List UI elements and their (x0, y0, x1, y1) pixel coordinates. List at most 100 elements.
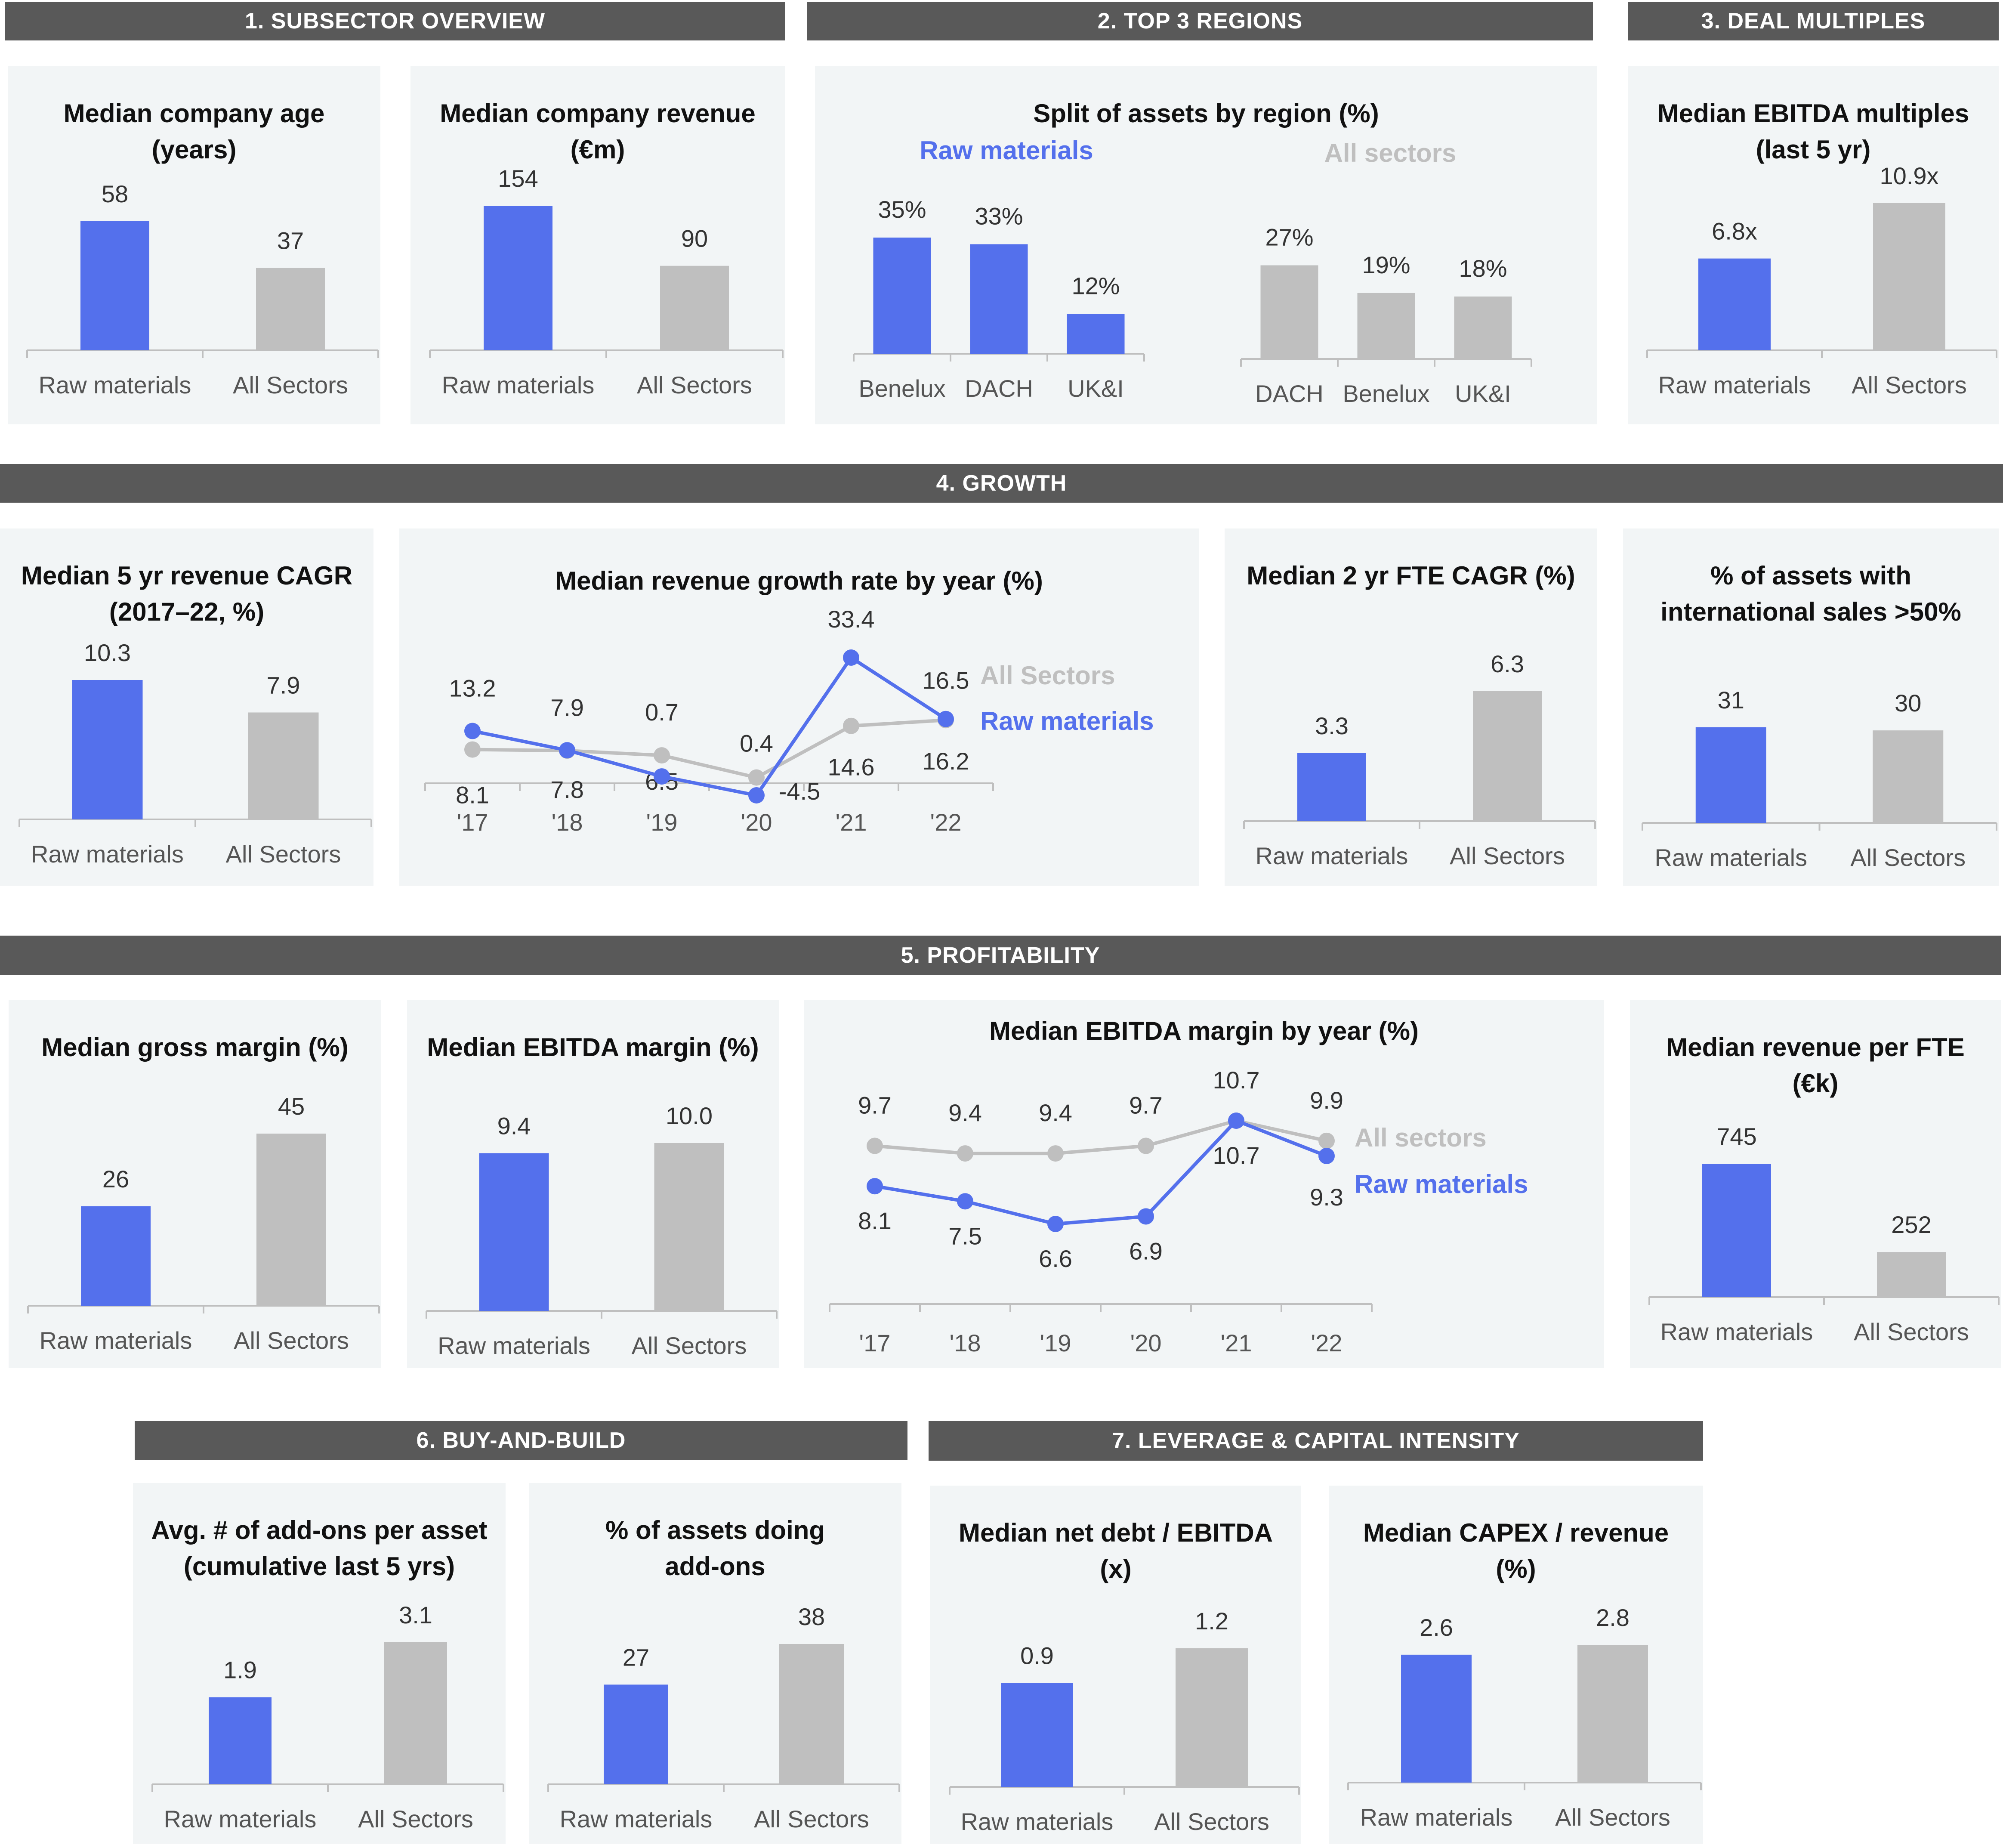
chart-title-line: Median gross margin (%) (41, 1033, 348, 1062)
chart-title-line: % of assets with (1710, 561, 1911, 590)
bar-value-label: 26 (102, 1165, 129, 1193)
category-label: All Sectors (1850, 844, 1966, 871)
data-point-label: 7.8 (550, 776, 584, 803)
panel-median-2yr-fte-cagr: Median 2 yr FTE CAGR (%) 3.3 Raw materials… (1225, 528, 1597, 886)
bar-value-label: 6.3 (1491, 650, 1524, 677)
category-label: Raw materials (438, 1332, 590, 1359)
data-point (559, 742, 575, 759)
chart-title-line: Median 5 yr revenue CAGR (21, 561, 352, 590)
bar-raw-materials (209, 1697, 272, 1784)
category-label: UK&I (1068, 375, 1124, 402)
bar-raw-materials (484, 206, 552, 350)
chart-title-line: Median EBITDA margin by year (%) (989, 1017, 1419, 1045)
category-label: Raw materials (1360, 1804, 1513, 1831)
category-label: Raw materials (1658, 371, 1811, 399)
bar-uki (1067, 314, 1125, 354)
x-tick-label: '20 (741, 809, 772, 836)
bar-all-sectors (1873, 730, 1944, 823)
panel-median-gross-margin: Median gross margin (%) 26 Raw materials 45… (9, 1000, 381, 1368)
category-label: All Sectors (1854, 1318, 1969, 1345)
x-tick-label: '18 (950, 1329, 981, 1357)
legend-all-sectors: All sectors (1355, 1123, 1487, 1152)
bar-value-label: 12% (1071, 272, 1120, 299)
panel-median-company-revenue: Median company revenue (€m) 154 Raw materia… (410, 66, 785, 424)
series-line-all-sectors (874, 1119, 1327, 1156)
bar-raw-materials (1695, 727, 1766, 823)
panel-median-net-debt-ebitda: Median net debt / EBITDA (x) 0.9 Raw materi… (930, 1486, 1301, 1844)
chart-c15: Median net debt / EBITDA (x) 0.9 Raw materi… (949, 1518, 1300, 1835)
category-label: All Sectors (233, 371, 348, 399)
category-label: Raw materials (40, 1327, 192, 1354)
bar-value-label: 19% (1362, 251, 1410, 278)
bar-raw-materials (1698, 258, 1771, 350)
data-point-label: 33.4 (828, 606, 875, 633)
bar-all-sectors (248, 712, 319, 819)
chart-c12: Median revenue per FTE (€k) 745 Raw materia… (1648, 1033, 2000, 1345)
bar-value-label: 31 (1718, 686, 1744, 714)
data-point (843, 649, 859, 666)
chart-title-line: (last 5 yr) (1756, 135, 1871, 164)
panel-median-ebitda-margin-by-year: Median EBITDA margin by year (%) '17 '18 '1… (804, 1000, 1604, 1368)
bar-all-sectors (1577, 1645, 1648, 1783)
data-point-label: 16.2 (923, 748, 969, 775)
section-header-leverage-capital-intensity: 7. LEVERAGE & CAPITAL INTENSITY (929, 1421, 1703, 1461)
data-point (843, 717, 859, 734)
data-point (464, 741, 481, 758)
chart-c14: % of assets doing add-ons 27 Raw materials 3… (547, 1516, 900, 1833)
bar-raw-materials (1001, 1683, 1073, 1787)
data-point-label: 9.3 (1310, 1184, 1343, 1211)
chart-title-line: Median revenue per FTE (1666, 1033, 1965, 1062)
bar-all-sectors (1473, 691, 1542, 821)
bar-value-label: 3.1 (399, 1601, 432, 1629)
bar-all-sectors (779, 1644, 844, 1784)
bar-raw-materials (81, 1206, 151, 1306)
category-label: All Sectors (358, 1805, 473, 1833)
x-tick-label: '17 (457, 809, 488, 836)
bar-value-label: 2.8 (1596, 1604, 1630, 1631)
legend-raw-materials: Raw materials (980, 707, 1154, 735)
data-point-label: -4.5 (779, 778, 821, 805)
bar-value-label: 1.9 (223, 1656, 257, 1684)
chart-title-line: Median net debt / EBITDA (959, 1518, 1273, 1547)
category-label: Raw materials (164, 1805, 317, 1833)
bar-value-label: 2.6 (1420, 1614, 1453, 1641)
bar-value-label: 10.3 (84, 639, 131, 666)
chart-title-line: (x) (1100, 1554, 1131, 1583)
x-tick-label: '18 (552, 809, 583, 836)
bar-value-label: 37 (277, 227, 304, 254)
bar-all-sectors (654, 1143, 724, 1311)
bar-raw-materials (1297, 753, 1366, 821)
panel-assets-doing-add-ons: % of assets doing add-ons 27 Raw materials 3… (529, 1483, 901, 1844)
bar-value-label: 18% (1459, 255, 1507, 282)
legend-all-sectors: All sectors (1324, 139, 1457, 167)
category-label: Raw materials (442, 371, 595, 399)
chart-title-line: add-ons (665, 1552, 765, 1581)
category-label: UK&I (1455, 380, 1511, 407)
chart-title-line: Avg. # of add-ons per asset (151, 1516, 487, 1545)
data-point (1138, 1137, 1154, 1154)
category-label: All Sectors (637, 371, 752, 399)
bar-value-label: 27 (623, 1644, 649, 1671)
data-point-label: 9.4 (1039, 1099, 1072, 1126)
category-label: Raw materials (1660, 1318, 1813, 1345)
section-header-top-3-regions: 2. TOP 3 REGIONS (807, 2, 1593, 40)
bar-raw-materials (80, 221, 149, 350)
bar-value-label: 38 (798, 1603, 825, 1630)
category-label: Raw materials (1654, 844, 1807, 871)
section-header-subsector-overview: 1. SUBSECTOR OVERVIEW (5, 2, 785, 40)
x-tick-label: '19 (1040, 1329, 1071, 1357)
data-point-label: 9.4 (948, 1099, 982, 1126)
bar-value-label: 27% (1265, 223, 1313, 250)
data-point-label: 0.7 (645, 698, 679, 726)
chart-title-line: Median EBITDA multiples (1657, 99, 1969, 128)
x-tick-label: '19 (646, 809, 678, 836)
data-point-label: 6.6 (1039, 1245, 1072, 1272)
data-point-label: 9.7 (858, 1092, 892, 1119)
bar-raw-materials (479, 1153, 549, 1311)
bar-value-label: 252 (1891, 1211, 1931, 1238)
data-point (748, 769, 765, 786)
bar-value-label: 3.3 (1315, 712, 1349, 739)
chart-title-line: international sales >50% (1660, 597, 1961, 626)
data-point (1228, 1113, 1244, 1129)
series-line-raw-materials (874, 1119, 1327, 1226)
